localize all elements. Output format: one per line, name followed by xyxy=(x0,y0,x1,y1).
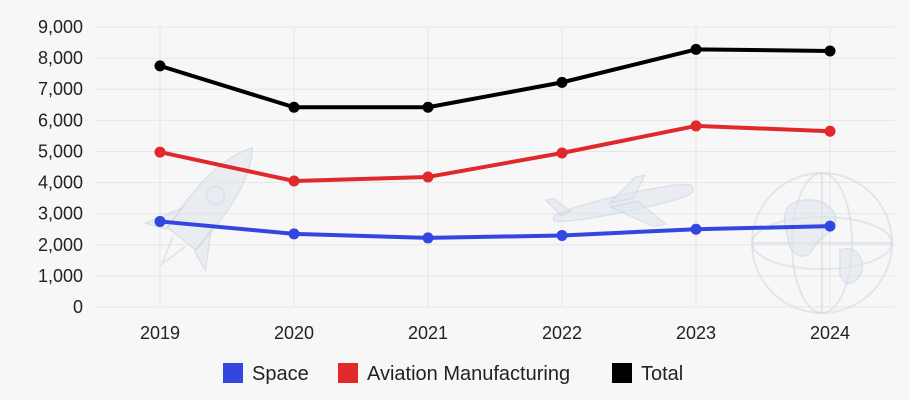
data-point xyxy=(154,215,166,227)
series xyxy=(154,43,836,244)
data-point xyxy=(824,45,836,57)
data-point xyxy=(288,228,300,240)
x-tick-label: 2019 xyxy=(140,323,180,343)
y-tick-label: 7,000 xyxy=(38,79,83,99)
data-point xyxy=(824,220,836,232)
data-point xyxy=(556,229,568,241)
legend-item: Space xyxy=(223,363,309,385)
data-point xyxy=(154,146,166,158)
y-tick-label: 6,000 xyxy=(38,110,83,130)
data-point xyxy=(690,43,702,55)
legend-item: Aviation Manufacturing xyxy=(338,363,570,385)
y-tick-label: 9,000 xyxy=(38,17,83,37)
legend-label: Total xyxy=(641,363,683,385)
legend-item: Total xyxy=(612,363,683,385)
data-point xyxy=(288,175,300,187)
x-tick-label: 2022 xyxy=(542,323,582,343)
legend-swatch xyxy=(223,363,243,383)
series-line xyxy=(158,219,832,240)
y-tick-label: 8,000 xyxy=(38,48,83,68)
legend-label: Aviation Manufacturing xyxy=(367,363,570,385)
x-axis-ticks: 2019 2020 2021 2022 2023 2024 xyxy=(140,323,850,343)
y-tick-label: 4,000 xyxy=(38,173,83,193)
series-line xyxy=(158,123,832,183)
y-tick-label: 3,000 xyxy=(38,204,83,224)
series-line xyxy=(158,47,832,110)
legend: Space Aviation Manufacturing Total xyxy=(223,363,683,385)
x-tick-label: 2023 xyxy=(676,323,716,343)
data-point xyxy=(288,101,300,113)
data-point xyxy=(422,171,434,183)
x-tick-label: 2021 xyxy=(408,323,448,343)
data-point xyxy=(154,60,166,72)
legend-swatch xyxy=(338,363,358,383)
globe-icon xyxy=(751,172,893,314)
legend-label: Space xyxy=(252,363,309,385)
x-tick-label: 2020 xyxy=(274,323,314,343)
data-point xyxy=(824,125,836,137)
data-point xyxy=(690,223,702,235)
data-point xyxy=(556,147,568,159)
y-tick-label: 1,000 xyxy=(38,266,83,286)
legend-swatch xyxy=(612,363,632,383)
y-tick-label: 2,000 xyxy=(38,235,83,255)
data-point xyxy=(556,76,568,88)
rocket-icon xyxy=(143,147,254,273)
data-point xyxy=(422,232,434,244)
x-tick-label: 2024 xyxy=(810,323,850,343)
data-point xyxy=(422,101,434,113)
airplane-icon xyxy=(544,174,694,228)
grid xyxy=(95,26,895,308)
y-tick-label: 0 xyxy=(73,297,83,317)
y-tick-label: 5,000 xyxy=(38,141,83,161)
y-axis-ticks: 0 1,000 2,000 3,000 4,000 5,000 6,000 7,000 8,00… xyxy=(38,17,83,317)
data-point xyxy=(690,120,702,132)
